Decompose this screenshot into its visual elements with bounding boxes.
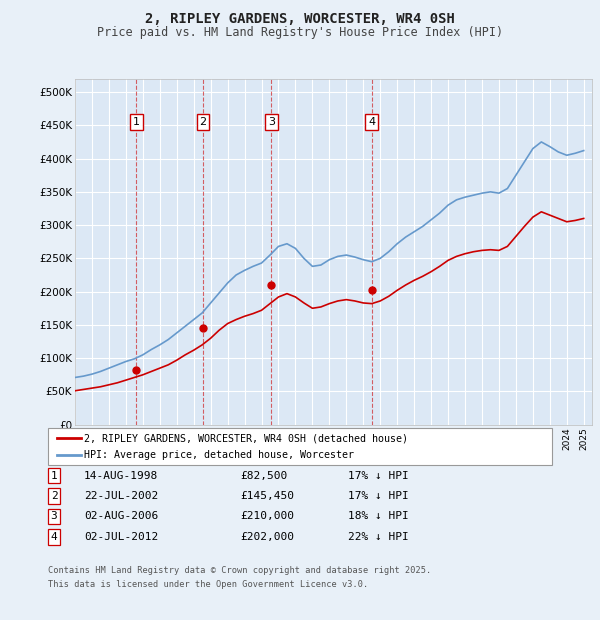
Text: 22-JUL-2002: 22-JUL-2002 bbox=[84, 491, 158, 501]
Text: HPI: Average price, detached house, Worcester: HPI: Average price, detached house, Worc… bbox=[84, 450, 354, 459]
Text: Contains HM Land Registry data © Crown copyright and database right 2025.: Contains HM Land Registry data © Crown c… bbox=[48, 566, 431, 575]
Text: 2, RIPLEY GARDENS, WORCESTER, WR4 0SH: 2, RIPLEY GARDENS, WORCESTER, WR4 0SH bbox=[145, 12, 455, 27]
Text: 2, RIPLEY GARDENS, WORCESTER, WR4 0SH (detached house): 2, RIPLEY GARDENS, WORCESTER, WR4 0SH (d… bbox=[84, 433, 408, 443]
Text: 17% ↓ HPI: 17% ↓ HPI bbox=[348, 471, 409, 480]
Text: 14-AUG-1998: 14-AUG-1998 bbox=[84, 471, 158, 480]
Text: 02-JUL-2012: 02-JUL-2012 bbox=[84, 532, 158, 542]
Text: 18% ↓ HPI: 18% ↓ HPI bbox=[348, 512, 409, 521]
Text: 4: 4 bbox=[50, 532, 58, 542]
Text: 2: 2 bbox=[199, 117, 206, 127]
Text: 02-AUG-2006: 02-AUG-2006 bbox=[84, 512, 158, 521]
Text: £145,450: £145,450 bbox=[240, 491, 294, 501]
Text: 17% ↓ HPI: 17% ↓ HPI bbox=[348, 491, 409, 501]
Text: £82,500: £82,500 bbox=[240, 471, 287, 480]
Text: 22% ↓ HPI: 22% ↓ HPI bbox=[348, 532, 409, 542]
Text: 2: 2 bbox=[50, 491, 58, 501]
Text: 1: 1 bbox=[50, 471, 58, 480]
Text: 3: 3 bbox=[268, 117, 275, 127]
Text: 4: 4 bbox=[368, 117, 376, 127]
Text: 3: 3 bbox=[50, 512, 58, 521]
Text: This data is licensed under the Open Government Licence v3.0.: This data is licensed under the Open Gov… bbox=[48, 580, 368, 589]
Text: Price paid vs. HM Land Registry's House Price Index (HPI): Price paid vs. HM Land Registry's House … bbox=[97, 26, 503, 39]
Text: £202,000: £202,000 bbox=[240, 532, 294, 542]
Text: £210,000: £210,000 bbox=[240, 512, 294, 521]
Text: 1: 1 bbox=[133, 117, 140, 127]
